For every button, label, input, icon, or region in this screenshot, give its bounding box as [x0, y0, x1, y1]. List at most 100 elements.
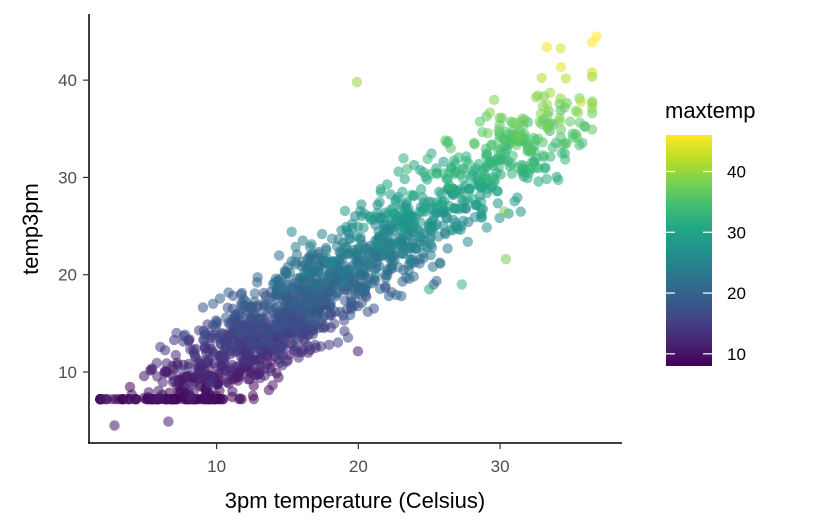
- scatter-point: [541, 173, 552, 185]
- scatter-point: [536, 72, 547, 84]
- scatter-point: [560, 154, 571, 165]
- scatter-point: [555, 61, 567, 73]
- x-axis-title: 3pm temperature (Celsius): [225, 488, 485, 513]
- scatter-point: [537, 150, 549, 161]
- scatter-point: [393, 166, 404, 177]
- scatter-point: [365, 211, 376, 222]
- scatter-point: [286, 226, 297, 237]
- y-tick-label: 20: [58, 266, 77, 285]
- scatter-point: [208, 394, 219, 405]
- scatter-point: [249, 354, 260, 365]
- scatter-point: [370, 270, 381, 281]
- scatter-point: [488, 94, 500, 106]
- scatter-point: [318, 311, 329, 322]
- scatter-point: [500, 253, 511, 265]
- scatter-point: [507, 150, 518, 161]
- y-tick-label: 40: [58, 71, 77, 90]
- scatter-point: [385, 205, 396, 216]
- x-tick-label: 10: [207, 457, 226, 476]
- scatter-point: [290, 259, 301, 270]
- scatter-point: [258, 287, 269, 299]
- scatter-point: [453, 187, 464, 199]
- scatter-point: [444, 180, 455, 191]
- scatter-point: [240, 356, 252, 367]
- scatter-point: [415, 184, 427, 195]
- scatter-point: [209, 348, 220, 359]
- scatter-point: [542, 99, 553, 111]
- scatter-point: [383, 230, 394, 241]
- scatter-point: [499, 206, 510, 217]
- scatter-point: [352, 346, 364, 357]
- scatter-point: [353, 243, 364, 254]
- legend-colorbar: [666, 135, 712, 366]
- scatter-point: [519, 160, 530, 171]
- x-axis-ticks: 10 20 30: [207, 443, 510, 476]
- color-legend: maxtemp 10 20 30 40: [665, 98, 755, 366]
- scatter-point: [249, 288, 261, 299]
- scatter-point: [555, 93, 566, 104]
- scatter-point: [197, 302, 209, 313]
- scatter-point: [321, 245, 332, 256]
- scatter-point: [462, 236, 473, 247]
- scatter-point: [341, 241, 352, 253]
- legend-tick-label: 10: [727, 345, 746, 364]
- scatter-point: [240, 296, 251, 307]
- scatter-point: [530, 162, 541, 173]
- scatter-point: [297, 235, 308, 246]
- scatter-point: [344, 309, 356, 321]
- scatter-point: [332, 337, 344, 348]
- scatter-point: [154, 392, 165, 403]
- scatter-point: [163, 416, 174, 427]
- scatter-point: [587, 124, 598, 135]
- scatter-point: [572, 107, 584, 118]
- scatter-point: [371, 262, 382, 273]
- scatter-point: [274, 281, 285, 292]
- scatter-point: [248, 315, 259, 326]
- scatter-point: [484, 107, 496, 118]
- scatter-point: [313, 296, 324, 307]
- scatter-point: [469, 212, 480, 223]
- scatter-point: [427, 224, 438, 235]
- scatter-point: [441, 212, 452, 223]
- scatter-point: [510, 117, 521, 128]
- scatter-point: [424, 284, 435, 295]
- scatter-point: [204, 378, 215, 389]
- y-tick-label: 10: [58, 363, 77, 382]
- scatter-point: [170, 349, 181, 361]
- scatter-point: [251, 370, 262, 381]
- scatter-point: [291, 273, 302, 284]
- scatter-point: [504, 161, 515, 172]
- scatter-point: [142, 394, 153, 405]
- scatter-point: [477, 204, 489, 215]
- scatter-point: [356, 199, 367, 210]
- scatter-point: [474, 116, 486, 127]
- scatter-point: [437, 220, 449, 231]
- scatter-point: [305, 281, 317, 292]
- scatter-point: [362, 259, 373, 270]
- scatter-point: [222, 374, 233, 385]
- scatter-point: [271, 321, 283, 333]
- y-tick-label: 30: [58, 168, 77, 187]
- scatter-point: [482, 128, 493, 139]
- scatter-point: [532, 90, 544, 101]
- scatter-point: [233, 394, 245, 405]
- scatter-point: [575, 96, 587, 108]
- scatter-point: [227, 386, 238, 397]
- scatter-point: [533, 133, 544, 144]
- scatter-point: [261, 300, 272, 311]
- scatter-point: [510, 129, 521, 141]
- scatter-point: [322, 273, 333, 284]
- scatter-point: [481, 222, 492, 233]
- scatter-point: [564, 116, 576, 127]
- scatter-point: [391, 241, 402, 252]
- scatter-point: [246, 338, 258, 349]
- scatter-point: [273, 250, 285, 261]
- scatter-point: [534, 116, 545, 128]
- scatter-point: [494, 112, 505, 124]
- scatter-point: [230, 343, 241, 354]
- x-tick-label: 20: [349, 457, 368, 476]
- scatter-point: [109, 420, 120, 431]
- scatter-point: [445, 143, 456, 154]
- scatter-point: [223, 287, 234, 298]
